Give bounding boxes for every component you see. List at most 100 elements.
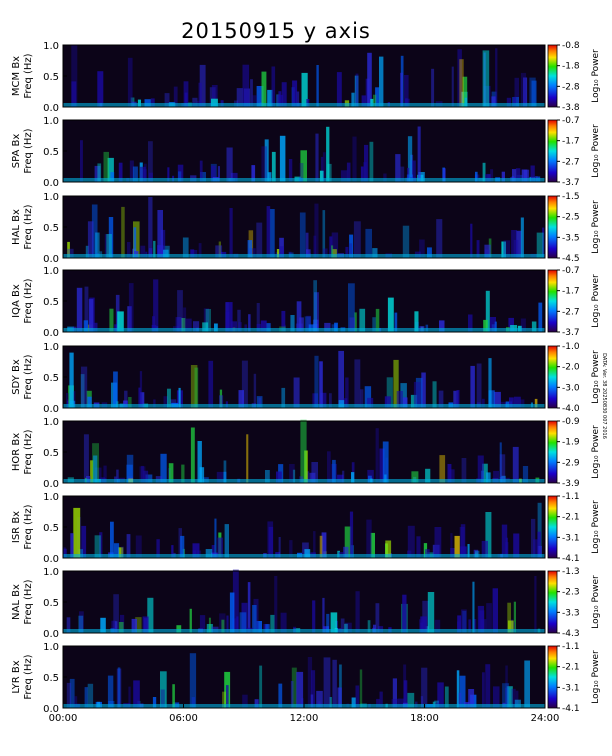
- spectrogram-power-texture: [66, 653, 530, 708]
- colorbar-tick-label: -3.7: [562, 328, 580, 338]
- y-tick-label: 0.5: [43, 523, 59, 534]
- colorbar-label: Log₁₀ Power: [591, 575, 601, 629]
- colorbar-tick-label: -2.3: [562, 588, 580, 598]
- colorbar: [547, 645, 558, 709]
- colorbar-tick-label: -0.9: [562, 417, 580, 427]
- colorbar-tick-label: -2.9: [562, 458, 580, 468]
- colorbar: [547, 269, 558, 333]
- colorbar-tick-label: -1.5: [562, 192, 580, 202]
- y-tick-label: 1.0: [43, 492, 59, 503]
- colorbar-tick-label: -3.5: [562, 233, 580, 243]
- colorbar-label: Log₁₀ Power: [591, 124, 601, 178]
- panel-mcm: 0.0 0.5 1.0 MCM Bx Freq (Hz) -0.8 -1.8 -2.8 -3.8…: [11, 41, 601, 114]
- colorbar-tick-label: -3.0: [562, 383, 580, 393]
- colorbar-tick-label: -4.3: [562, 629, 580, 639]
- y-tick-label: 1.0: [43, 41, 59, 52]
- y-tick-label: 0.5: [43, 448, 59, 459]
- colorbar-tick-label: -2.8: [562, 82, 580, 92]
- low-frequency-band: [63, 178, 545, 182]
- y-tick-label: 1.0: [43, 417, 59, 428]
- colorbar: [547, 44, 558, 108]
- colorbar-tick-label: -0.7: [562, 116, 580, 126]
- low-frequency-band: [63, 479, 545, 483]
- colorbar-label: Log₁₀ Power: [591, 49, 601, 103]
- spectrogram-power-texture: [66, 350, 538, 408]
- colorbar: [547, 195, 558, 259]
- colorbar-tick-label: -1.8: [562, 62, 580, 72]
- colorbar: [547, 420, 558, 484]
- colorbar-label: Log₁₀ Power: [591, 200, 601, 254]
- y-tick-label: 1.0: [43, 642, 59, 653]
- y-tick-label: 0.0: [43, 554, 59, 565]
- y-tick-label: 0.5: [43, 673, 59, 684]
- y-tick-label: 0.0: [43, 629, 59, 640]
- spectrogram-power-texture: [63, 502, 542, 558]
- x-tick-label: 06:00: [169, 713, 198, 724]
- panel-sdy: 0.0 0.5 1.0 SDY Bx Freq (Hz) -1.0 -2.0 -3.0 -4.0…: [11, 342, 601, 415]
- spectrogram-power-texture: [67, 197, 545, 258]
- colorbar-tick-label: -1.0: [562, 342, 580, 352]
- colorbar-tick-label: -2.7: [562, 157, 580, 167]
- station-label: IQA Bx: [11, 284, 22, 318]
- x-tick-label: 18:00: [410, 713, 439, 724]
- colorbar-tick-label: -1.1: [562, 492, 580, 502]
- low-frequency-band: [63, 554, 545, 558]
- y-tick-label: 1.0: [43, 266, 59, 277]
- colorbar-tick-label: -4.0: [562, 404, 580, 414]
- station-label: SPA Bx: [11, 134, 22, 169]
- low-frequency-band: [63, 629, 545, 633]
- colorbar: [547, 345, 558, 409]
- panel-isr: 0.0 0.5 1.0 ISR Bx Freq (Hz) -1.1 -2.1 -3.1 -4.1…: [11, 492, 601, 565]
- panel-iqa: 0.0 0.5 1.0 IQA Bx Freq (Hz) -0.7 -1.7 -2.7 -3.7…: [11, 266, 601, 339]
- station-label: SDY Bx: [11, 359, 22, 395]
- x-tick-label: 12:00: [290, 713, 319, 724]
- y-tick-label: 0.0: [43, 254, 59, 265]
- low-frequency-band: [63, 404, 545, 408]
- colorbar: [547, 570, 558, 634]
- y-axis-label: Freq (Hz): [23, 204, 34, 249]
- colorbar-tick-label: -2.7: [562, 307, 580, 317]
- y-tick-label: 0.5: [43, 297, 59, 308]
- colorbar-label: Log₁₀ Power: [591, 650, 601, 704]
- colorbar-tick-label: -2.0: [562, 363, 580, 373]
- colorbar-label: Log₁₀ Power: [591, 274, 601, 328]
- panel-spa: 0.0 0.5 1.0 SPA Bx Freq (Hz) -0.7 -1.7 -2.7 -3.7…: [11, 116, 601, 189]
- low-frequency-band: [63, 254, 545, 258]
- y-axis-label: Freq (Hz): [23, 504, 34, 549]
- y-tick-label: 0.0: [43, 404, 59, 415]
- y-tick-label: 0.0: [43, 178, 59, 189]
- colorbar-tick-label: -0.7: [562, 266, 580, 276]
- colorbar-label: Log₁₀ Power: [591, 350, 601, 404]
- panel-lyr: 0.0 0.5 1.0 LYR Bx Freq (Hz) -1.1 -2.1 -3.1 -4.1…: [11, 642, 601, 715]
- y-tick-label: 0.5: [43, 147, 59, 158]
- y-tick-label: 1.0: [43, 116, 59, 127]
- colorbar-tick-label: -4.1: [562, 554, 580, 564]
- colorbar: [547, 495, 558, 559]
- y-tick-label: 0.0: [43, 103, 59, 114]
- colorbar-tick-label: -1.7: [562, 137, 580, 147]
- colorbar-tick-label: -0.8: [562, 41, 580, 51]
- station-label: HOR Bx: [11, 433, 22, 471]
- station-label: MCM Bx: [11, 56, 22, 96]
- y-axis-label: Freq (Hz): [23, 53, 34, 98]
- panel-nal: 0.0 0.5 1.0 NAL Bx Freq (Hz) -1.3 -2.3 -3.3 -4.3…: [11, 567, 601, 640]
- colorbar-tick-label: -3.1: [562, 683, 580, 693]
- footnote: DATA: Ver. 38 20250830 007 2016: [601, 353, 607, 439]
- panel-hor: 0.0 0.5 1.0 HOR Bx Freq (Hz) -0.9 -1.9 -2.9 -3.9…: [11, 417, 601, 490]
- y-axis-label: Freq (Hz): [23, 278, 34, 323]
- colorbar-tick-label: -3.9: [562, 479, 580, 489]
- colorbar: [547, 119, 558, 183]
- panel-hal: 0.0 0.5 1.0 HAL Bx Freq (Hz) -1.5 -2.5 -3.5 -4.5…: [11, 192, 601, 265]
- low-frequency-band: [63, 328, 545, 332]
- colorbar-tick-label: -1.7: [562, 287, 580, 297]
- station-label: ISR Bx: [11, 511, 22, 543]
- y-axis-label: Freq (Hz): [23, 128, 34, 173]
- y-axis-label: Freq (Hz): [23, 429, 34, 474]
- colorbar-tick-label: -4.5: [562, 254, 580, 264]
- colorbar-tick-label: -3.1: [562, 533, 580, 543]
- y-axis-label: Freq (Hz): [23, 654, 34, 699]
- colorbar-tick-label: -3.7: [562, 178, 580, 188]
- colorbar-tick-label: -3.3: [562, 608, 580, 618]
- colorbar-tick-label: -3.8: [562, 103, 580, 113]
